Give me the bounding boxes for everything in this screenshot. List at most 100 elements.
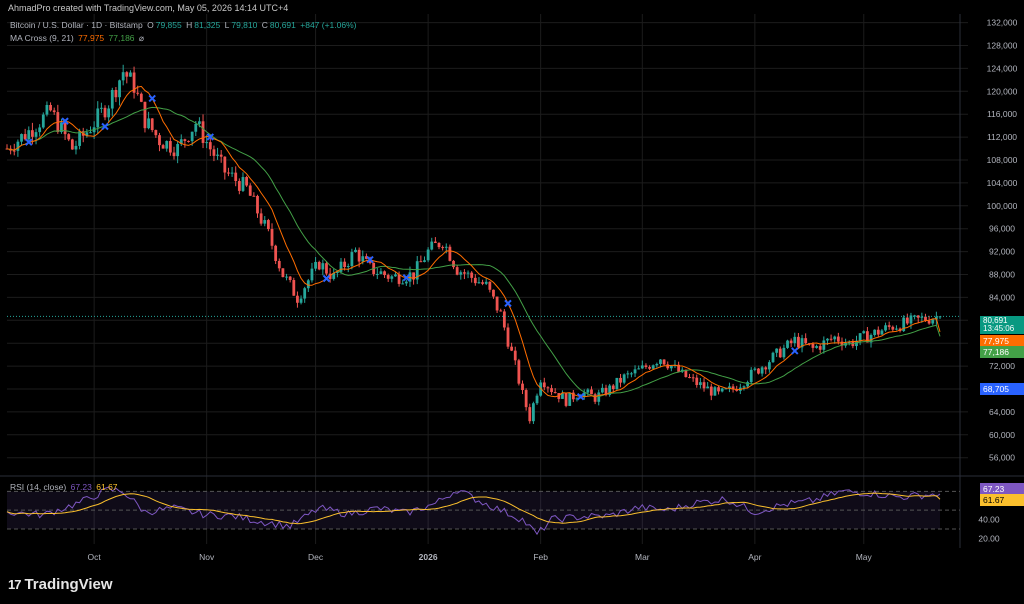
candle-body [252, 195, 256, 197]
candle-body [797, 336, 800, 348]
price-tick-label: 64,000 [989, 407, 1015, 417]
candle-body [346, 266, 350, 268]
candle-body [702, 382, 706, 389]
candle-body [139, 93, 143, 102]
candle-body [539, 382, 543, 396]
candle-body [310, 268, 314, 281]
candle-body [433, 241, 437, 243]
candle-body [397, 274, 401, 284]
price-tick-label: 104,000 [987, 178, 1018, 188]
candle-body [212, 149, 216, 156]
candle-body [582, 392, 586, 397]
candle-body [147, 118, 150, 129]
candle-body [786, 340, 789, 348]
candle-body [89, 132, 92, 134]
candle-body [735, 389, 739, 391]
candle-body [99, 107, 103, 109]
price-tick-label: 96,000 [989, 224, 1015, 234]
time-tick-label: Feb [533, 552, 548, 562]
ma-legend[interactable]: MA Cross (9, 21) 77,975 77,186 ⌀ [10, 33, 146, 44]
candle-body [648, 367, 651, 369]
close-key: C [261, 20, 268, 30]
ma-slow-line [6, 106, 941, 398]
candle-body [426, 249, 430, 261]
candle-body [288, 276, 292, 281]
candle-body [688, 377, 691, 379]
candle-body [455, 267, 459, 275]
ma-cross-marker [576, 392, 585, 401]
tradingview-logo-text: TradingView [24, 576, 113, 593]
candle-body [746, 382, 749, 387]
candle-body [659, 359, 662, 364]
candle-body [869, 334, 873, 343]
candle-body [270, 229, 274, 246]
ma-cross-marker [791, 347, 799, 355]
hide-icon[interactable]: ⌀ [138, 33, 145, 43]
price-tick-label: 92,000 [989, 247, 1015, 257]
candle-body [110, 90, 114, 109]
candle-body [793, 336, 797, 344]
candle-body [404, 281, 408, 284]
candle-body [513, 350, 517, 361]
candle-body [394, 274, 397, 277]
candle-body [600, 387, 604, 393]
ma-cross-marker [148, 94, 156, 103]
candle-body [103, 107, 107, 118]
candle-body [804, 338, 808, 344]
candle-body [855, 340, 858, 347]
candle-body [444, 246, 448, 248]
candle-body [179, 139, 183, 145]
candle-body [862, 331, 866, 334]
candle-body [459, 272, 463, 275]
candle-body [492, 289, 495, 297]
candle-body [626, 373, 630, 375]
candle-body [717, 387, 720, 392]
candle-body [241, 177, 245, 191]
rsi-legend[interactable]: RSI (14, close) 67.23 61.67 [10, 482, 120, 492]
candle-body [245, 177, 249, 186]
candle-body [365, 256, 368, 259]
last-price-value: 80,691 [983, 316, 1008, 325]
candle-body [223, 156, 227, 173]
candle-body [477, 282, 481, 284]
candle-body [826, 338, 829, 341]
price-tick-label: 60,000 [989, 430, 1015, 440]
candle-body [219, 154, 223, 157]
candle-body [412, 272, 415, 280]
candle-body [74, 145, 78, 150]
candle-body [876, 329, 880, 335]
candle-body [470, 272, 474, 278]
candle-body [437, 242, 441, 248]
high-value: 81,325 [194, 20, 221, 30]
candle-body [920, 316, 924, 318]
ma-fast-value: 77,975 [78, 33, 105, 43]
candle-body [176, 144, 180, 157]
rsi-ma-value: 61.67 [96, 482, 118, 492]
price-tick-label: 124,000 [987, 63, 1018, 73]
candle-body [266, 220, 270, 230]
candle-body [23, 134, 27, 140]
candle-body [107, 108, 111, 118]
ma-cross-marker [402, 273, 411, 282]
candle-body [905, 317, 909, 324]
symbol-label[interactable]: Bitcoin / U.S. Dollar · 1D · Bitstamp [10, 20, 143, 30]
candle-body [85, 132, 89, 136]
candle-body [865, 331, 869, 343]
rsi-value: 67.23 [70, 482, 92, 492]
candle-body [335, 271, 339, 273]
candle-body [655, 363, 659, 366]
candle-body [194, 123, 198, 132]
candle-body [415, 261, 419, 280]
tradingview-logo[interactable]: 17 TradingView [8, 576, 113, 593]
candle-body [593, 394, 597, 402]
price-tick-label: 88,000 [989, 269, 1015, 279]
candle-body [833, 336, 837, 340]
candle-body [517, 360, 521, 384]
price-tick-label: 120,000 [987, 86, 1018, 96]
candle-body [651, 365, 655, 369]
candle-body [256, 195, 259, 214]
candle-body [506, 327, 510, 347]
